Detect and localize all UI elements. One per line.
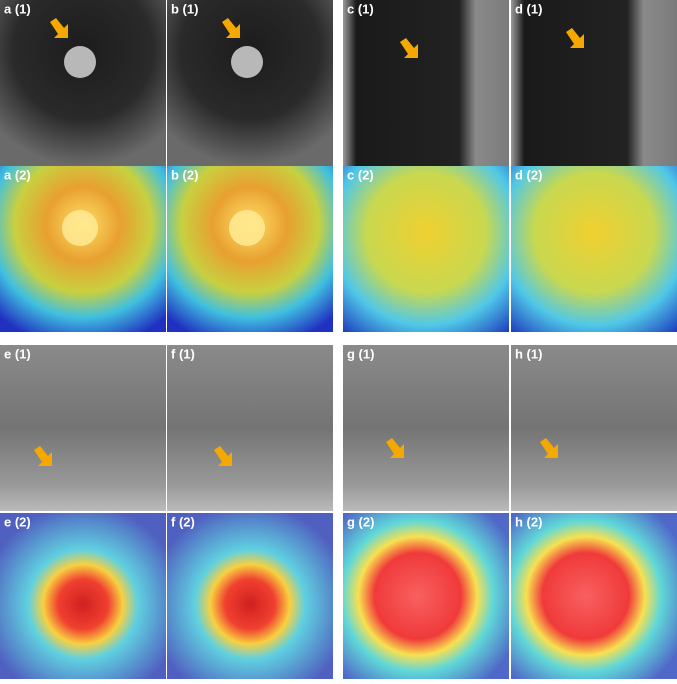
panel-image <box>511 0 677 166</box>
panel-label: b (2) <box>171 168 198 183</box>
panel-image <box>343 345 509 511</box>
panel-image <box>167 0 333 166</box>
panel-image <box>167 166 333 332</box>
arrow <box>214 446 232 466</box>
panel-image <box>0 345 166 511</box>
panel-image <box>0 166 166 332</box>
panel-image <box>511 513 677 679</box>
panel-image <box>0 513 166 679</box>
arrow <box>400 38 418 58</box>
panel-image <box>511 166 677 332</box>
panel-image <box>343 513 509 679</box>
arrow <box>566 28 584 48</box>
arrow <box>50 18 68 38</box>
panel-label: a (2) <box>4 168 31 183</box>
nodule <box>231 46 263 78</box>
panel-label: f (1) <box>171 347 195 362</box>
panel-image <box>343 0 509 166</box>
panel-label: f (2) <box>171 515 195 530</box>
panel-label: b (1) <box>171 2 198 17</box>
panel-label: d (1) <box>515 2 542 17</box>
panel-label: c (2) <box>347 168 374 183</box>
panel-label: h (1) <box>515 347 542 362</box>
arrow <box>386 438 404 458</box>
nodule <box>229 210 265 246</box>
panel-label: g (2) <box>347 515 374 530</box>
panel-label: e (2) <box>4 515 31 530</box>
arrow <box>540 438 558 458</box>
arrow <box>34 446 52 466</box>
panel-label: h (2) <box>515 515 542 530</box>
panel-label: e (1) <box>4 347 31 362</box>
panel-image <box>511 345 677 511</box>
panel-image <box>0 0 166 166</box>
nodule <box>64 46 96 78</box>
panel-label: g (1) <box>347 347 374 362</box>
panel-image <box>167 345 333 511</box>
nodule <box>62 210 98 246</box>
panel-label: a (1) <box>4 2 31 17</box>
panel-label: d (2) <box>515 168 542 183</box>
panel-label: c (1) <box>347 2 374 17</box>
arrow <box>222 18 240 38</box>
panel-image <box>343 166 509 332</box>
panel-image <box>167 513 333 679</box>
